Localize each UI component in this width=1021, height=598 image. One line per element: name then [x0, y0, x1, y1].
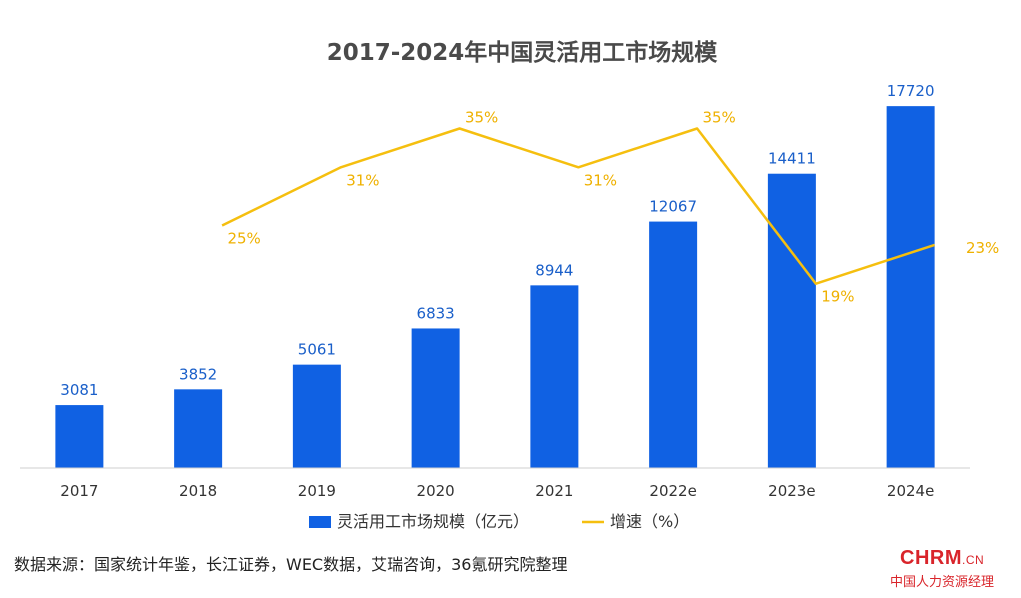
bar-data-labels: 3081 3852 5061 6833 8944 12067 14411 17720	[60, 82, 934, 399]
bar-value-label-2018: 3852	[179, 365, 217, 383]
x-tick-2021: 2021	[535, 482, 573, 500]
growth-label-2023e: 19%	[821, 288, 854, 306]
legend-bar-label: 灵活用工市场规模（亿元）	[337, 512, 529, 531]
bar-2020	[411, 328, 460, 468]
x-tick-2018: 2018	[179, 482, 217, 500]
growth-line	[221, 127, 935, 285]
bar-series	[55, 106, 935, 468]
bar-value-label-2023e: 14411	[768, 150, 816, 168]
logo-subtitle: 中国人力资源经理	[890, 575, 995, 590]
bar-value-label-2022e: 12067	[649, 198, 697, 216]
data-source-note: 数据来源：国家统计年鉴，长江证券，WEC数据，艾瑞咨询，36氪研究院整理	[14, 555, 568, 574]
growth-label-2020: 35%	[465, 109, 498, 127]
x-tick-2023e: 2023e	[768, 482, 815, 500]
legend-line-label: 增速（%）	[610, 512, 689, 531]
bar-value-label-2024e: 17720	[887, 82, 935, 100]
bar-2021	[530, 285, 579, 468]
bar-2022e	[649, 221, 698, 468]
growth-label-2022e: 35%	[702, 109, 735, 127]
growth-label-2021: 31%	[584, 171, 617, 189]
growth-label-2019: 31%	[346, 171, 379, 189]
logo-brand: CHRM	[900, 547, 962, 569]
chart-title: 2017-2024年中国灵活用工市场规模	[327, 39, 719, 66]
x-tick-2022e: 2022e	[649, 482, 696, 500]
legend-bar-swatch	[309, 516, 331, 528]
bar-value-label-2021: 8944	[535, 261, 573, 279]
bar-2018	[174, 389, 223, 468]
bar-2024e	[886, 106, 935, 468]
bar-value-label-2017: 3081	[60, 381, 98, 399]
bar-value-label-2019: 5061	[298, 341, 336, 359]
legend: 灵活用工市场规模（亿元） 增速（%）	[309, 512, 689, 531]
bar-value-label-2020: 6833	[417, 304, 455, 322]
growth-label-2018: 25%	[227, 230, 260, 248]
x-tick-2024e: 2024e	[887, 482, 934, 500]
growth-label-2024e: 23%	[966, 239, 999, 257]
growth-data-labels: 25% 31% 35% 31% 35% 19% 23%	[227, 109, 999, 306]
bar-2023e	[767, 173, 816, 468]
x-tick-2019: 2019	[298, 482, 336, 500]
bar-2019	[292, 364, 341, 468]
x-tick-2020: 2020	[417, 482, 455, 500]
growth-line-series	[221, 127, 935, 285]
chrm-logo: CHRM.CN 中国人力资源经理	[888, 547, 1014, 591]
x-tick-2017: 2017	[60, 482, 98, 500]
x-tick-labels: 2017 2018 2019 2020 2021 2022e 2023e 2024e	[60, 482, 934, 500]
bar-2017	[55, 405, 104, 468]
logo-suffix: .CN	[962, 553, 985, 567]
